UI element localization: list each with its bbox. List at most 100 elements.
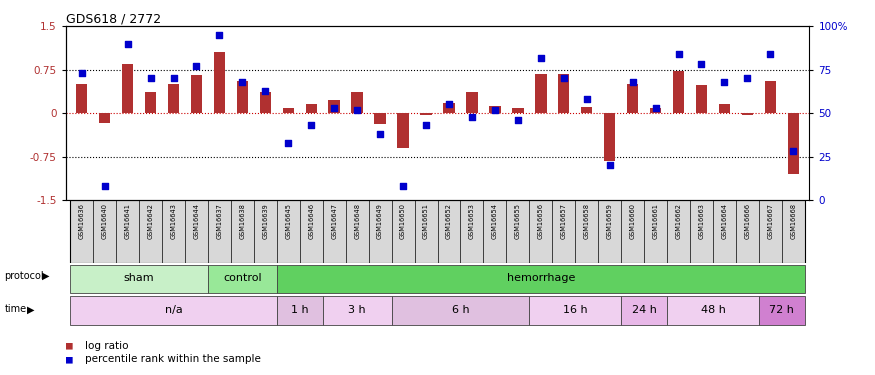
Text: log ratio: log ratio (85, 340, 129, 351)
Point (98, 183, 112, 189)
Point (213, 32, 227, 38)
Text: GSM16661: GSM16661 (653, 203, 659, 239)
Point (488, 106, 502, 112)
Text: GSM16660: GSM16660 (630, 203, 635, 239)
Text: GSM16651: GSM16651 (423, 203, 429, 239)
Text: GSM16648: GSM16648 (354, 203, 360, 239)
FancyBboxPatch shape (667, 296, 759, 325)
Bar (283, 108, 294, 113)
Bar (673, 71, 684, 113)
FancyBboxPatch shape (276, 296, 323, 325)
Text: GSM16650: GSM16650 (400, 203, 406, 239)
Text: GSM16657: GSM16657 (561, 203, 567, 239)
Text: GSM16640: GSM16640 (102, 203, 108, 239)
Point (718, 79, 732, 85)
FancyBboxPatch shape (276, 265, 805, 293)
Text: 3 h: 3 h (348, 305, 366, 315)
Bar (374, 113, 386, 123)
Point (350, 106, 364, 112)
Point (144, 75, 158, 81)
Bar (168, 84, 179, 113)
Bar (558, 74, 570, 113)
Text: ■: ■ (66, 354, 73, 364)
Bar (626, 84, 639, 113)
Point (556, 75, 570, 81)
Text: 1 h: 1 h (291, 305, 309, 315)
Bar (236, 81, 248, 113)
Text: GSM16637: GSM16637 (216, 203, 222, 239)
Point (258, 87, 272, 93)
Point (626, 79, 640, 85)
Point (235, 79, 249, 85)
Bar (718, 104, 730, 113)
Bar (99, 113, 110, 123)
Text: GSM16654: GSM16654 (492, 203, 498, 239)
Text: 48 h: 48 h (701, 305, 725, 315)
Text: GSM16636: GSM16636 (79, 203, 85, 239)
Text: protocol: protocol (4, 271, 44, 280)
Point (763, 51, 777, 57)
Bar (352, 92, 363, 113)
Point (74, 70, 88, 76)
Text: ▶: ▶ (27, 304, 35, 314)
Text: GSM16642: GSM16642 (148, 203, 153, 239)
FancyBboxPatch shape (208, 265, 276, 293)
Text: GSM16664: GSM16664 (722, 203, 727, 239)
Text: GSM16652: GSM16652 (446, 203, 452, 239)
Text: GSM16647: GSM16647 (332, 203, 337, 239)
Point (465, 114, 479, 120)
Text: GSM16653: GSM16653 (469, 203, 475, 239)
Text: n/a: n/a (164, 305, 182, 315)
Point (190, 63, 204, 69)
Point (396, 183, 410, 189)
Text: GSM16643: GSM16643 (171, 203, 177, 239)
Bar (444, 103, 455, 113)
Bar (191, 75, 202, 113)
Bar (305, 104, 317, 113)
Text: 24 h: 24 h (632, 305, 656, 315)
Bar (788, 113, 799, 174)
Bar (742, 113, 753, 115)
Bar (328, 100, 340, 113)
Bar (489, 106, 500, 113)
Bar (535, 74, 547, 113)
Point (121, 40, 135, 46)
Text: control: control (223, 273, 262, 283)
Bar (76, 84, 88, 113)
Text: GSM16666: GSM16666 (745, 203, 751, 239)
Text: GSM16645: GSM16645 (285, 203, 291, 239)
Point (373, 131, 387, 137)
Text: GSM16659: GSM16659 (606, 203, 612, 239)
Text: GSM16649: GSM16649 (377, 203, 383, 239)
Bar (466, 92, 478, 113)
Bar (214, 52, 225, 113)
Text: 6 h: 6 h (452, 305, 469, 315)
Bar (420, 113, 431, 115)
Text: 72 h: 72 h (769, 305, 794, 315)
FancyBboxPatch shape (70, 296, 276, 325)
Bar (512, 108, 523, 113)
FancyBboxPatch shape (70, 200, 805, 263)
Text: time: time (4, 304, 26, 314)
Bar (650, 108, 662, 113)
Text: GSM16658: GSM16658 (584, 203, 590, 239)
Point (304, 122, 318, 128)
Text: GSM16668: GSM16668 (790, 203, 796, 239)
Text: sham: sham (123, 273, 154, 283)
FancyBboxPatch shape (759, 296, 805, 325)
Point (740, 75, 754, 81)
Text: GSM16656: GSM16656 (538, 203, 543, 239)
Text: ■: ■ (66, 340, 73, 351)
FancyBboxPatch shape (392, 296, 529, 325)
Text: GSM16638: GSM16638 (240, 203, 245, 239)
FancyBboxPatch shape (70, 265, 208, 293)
Bar (145, 92, 157, 113)
Point (442, 101, 456, 107)
Bar (581, 107, 592, 113)
Text: GSM16646: GSM16646 (308, 203, 314, 239)
Text: GDS618 / 2772: GDS618 / 2772 (66, 12, 161, 25)
Point (419, 122, 433, 128)
Point (671, 51, 685, 57)
Text: ▶: ▶ (42, 271, 50, 280)
Bar (122, 64, 133, 113)
